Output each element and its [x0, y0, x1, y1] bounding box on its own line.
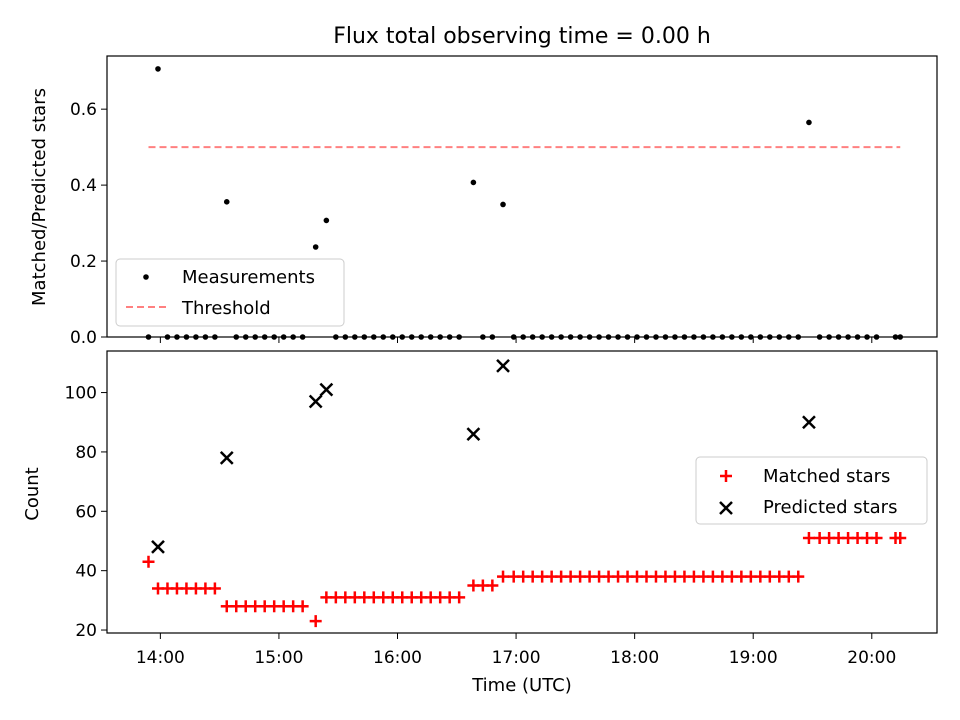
x-tick-label: 15:00	[254, 648, 303, 668]
predicted-stars-point	[802, 415, 816, 430]
matched-stars-point	[792, 570, 805, 583]
count-panel: Count Time (UTC) 20 40 60 80 100 14:00 15:00 16…	[22, 350, 938, 696]
predicted-stars-point-b	[219, 450, 234, 465]
count-plot-frame	[106, 350, 938, 634]
ratio-ticks: 0.0 0.2 0.4 0.6	[70, 100, 873, 348]
x-tick-label: 20:00	[847, 648, 896, 668]
x-tick-label: 17:00	[492, 648, 541, 668]
predicted-stars-point	[308, 394, 323, 409]
matched-stars-point	[309, 615, 322, 628]
y-tick-label: 80	[75, 443, 97, 463]
legend-label-matched-stars: Matched stars	[763, 466, 890, 487]
y-tick-label: 0.0	[70, 328, 97, 348]
legend-marker-measurements	[143, 274, 149, 280]
predicted-stars-point	[319, 382, 334, 397]
x-tick-label: 19:00	[729, 648, 778, 668]
predicted-stars-point-b	[802, 415, 816, 430]
x-tick-label: 14:00	[136, 648, 185, 668]
y-tick-label: 60	[75, 502, 97, 522]
predicted-stars-point-b	[319, 382, 334, 397]
legend-label-threshold: Threshold	[181, 298, 271, 319]
y-tick-label: 0.4	[70, 176, 97, 196]
predicted-stars-point-b	[151, 540, 165, 554]
ratio-legend: Measurements Threshold	[115, 258, 345, 327]
matched-stars-point	[894, 532, 907, 545]
measurements-point	[470, 179, 477, 186]
y-tick-label: 0.6	[70, 100, 97, 120]
legend-marker-matched-stars	[720, 470, 732, 482]
ratio-legend-box	[115, 258, 345, 327]
measurements-point	[323, 217, 330, 224]
count-y-axis-label: Count	[22, 467, 43, 520]
predicted-stars-point	[496, 358, 510, 373]
predicted-stars-point-b	[466, 427, 481, 441]
measurements-point	[312, 244, 319, 250]
predicted-stars-point-b	[496, 358, 510, 373]
x-tick-label: 16:00	[373, 648, 422, 668]
matched-stars-point	[453, 591, 466, 604]
predicted-stars-point-b	[308, 394, 323, 409]
legend-label-measurements: Measurements	[182, 267, 315, 288]
matched-stars-point	[802, 532, 815, 545]
legend-marker-predicted-stars	[719, 501, 733, 515]
count-legend-box	[695, 456, 928, 525]
count-ticks: 20 40 60 80 100 14:00 15:00 16:00 17:00 18:00 19:0…	[65, 384, 897, 668]
measurements-point	[500, 201, 506, 208]
y-tick-label: 40	[75, 562, 97, 582]
measurements-point	[806, 119, 812, 126]
x-axis-label: Time (UTC)	[471, 675, 572, 696]
y-tick-label: 0.2	[70, 252, 97, 272]
legend-label-predicted-stars: Predicted stars	[763, 497, 897, 518]
matched-stars-point	[296, 600, 309, 613]
predicted-stars-point	[151, 540, 165, 554]
x-tick-label: 18:00	[610, 648, 659, 668]
matched-stars-point	[486, 579, 499, 592]
y-tick-label: 20	[75, 621, 97, 641]
predicted-stars-point	[466, 427, 481, 441]
chart-title: Flux total observing time = 0.00 h	[333, 24, 711, 49]
y-tick-label: 100	[65, 384, 97, 404]
matched-stars-point	[497, 570, 510, 583]
predicted-stars-point	[219, 450, 234, 465]
ratio-plot-frame	[106, 55, 938, 338]
ratio-y-axis-label: Matched/Predicted stars	[29, 88, 50, 306]
measurements-point	[155, 66, 161, 72]
ratio-panel: Flux total observing time = 0.00 h Match…	[29, 24, 938, 348]
count-legend: Matched stars Predicted stars	[695, 456, 928, 525]
matched-stars-point	[208, 582, 221, 595]
matched-stars-point	[870, 532, 883, 545]
count-marks	[142, 358, 907, 628]
matched-stars-point	[142, 555, 155, 568]
measurements-point	[223, 199, 230, 205]
